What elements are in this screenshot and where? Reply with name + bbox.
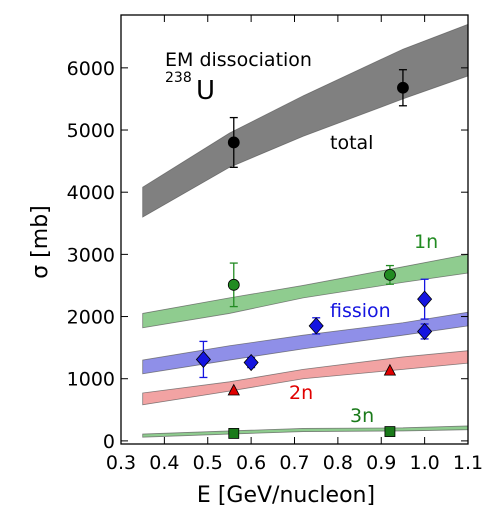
y-axis-label: σ [mb] [28,205,53,279]
point-fission-2 [308,317,324,335]
point-total-0 [227,136,240,149]
point-total-1 [397,81,409,94]
band-1n [142,253,469,329]
isotope-symbol: U [196,76,215,106]
x-tick-label: 0.8 [323,452,353,474]
point-3n-1 [384,426,396,437]
x-tick-label: 0.9 [366,452,396,474]
point-2n-0 [227,383,240,396]
label-fission: fission [330,300,391,322]
point-fission-1 [243,353,259,372]
points-layer [195,69,433,439]
ticks-layer: 0.3 0.4 0.5 0.6 0.7 0.8 0.9 1.0 1.1 0 1000 2000 3000… [67,15,483,474]
point-fission-0 [195,350,211,369]
y-tick-label: 0 [103,431,115,453]
label-total: total [330,132,373,154]
y-tick-label: 1000 [67,369,115,391]
x-tick-label: 1.1 [453,452,483,474]
x-tick-label: 0.6 [236,452,266,474]
y-tick-label: 5000 [67,120,115,142]
label-2n: 2n [289,382,313,404]
y-tick-label: 3000 [67,244,115,266]
y-tick-label: 4000 [67,182,115,204]
em-dissociation-label: EM dissociation [165,49,312,71]
x-tick-label: 0.5 [193,452,223,474]
label-1n: 1n [414,231,438,253]
point-3n-0 [228,428,240,439]
point-fission-4 [417,322,433,341]
label-3n: 3n [350,405,374,427]
isotope-mass-number: 238 [165,70,192,86]
x-tick-label: 1.0 [410,452,440,474]
y-tick-label: 2000 [67,307,115,329]
x-tick-label: 0.3 [106,452,136,474]
point-1n-0 [227,278,240,291]
x-tick-label: 0.4 [149,452,179,474]
band-3n [142,425,469,438]
x-axis-label: E [GeV/nucleon] [197,483,375,508]
point-2n-1 [383,363,397,376]
y-tick-label: 6000 [67,58,115,80]
point-1n-1 [384,268,396,281]
x-tick-label: 0.7 [279,452,309,474]
point-fission-3 [417,290,433,308]
